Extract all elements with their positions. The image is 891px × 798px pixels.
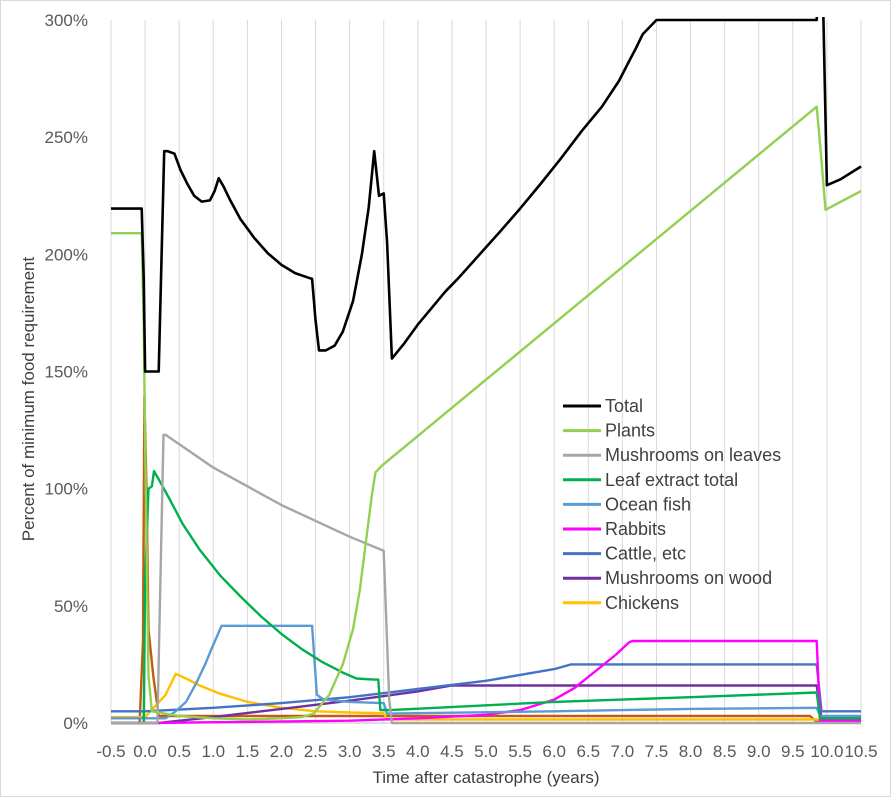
x-tick-label: 3.5 — [372, 742, 396, 761]
series-line-ocean-fish — [111, 624, 861, 720]
grid-lines — [110, 20, 862, 723]
x-tick-label: 9.0 — [747, 742, 771, 761]
x-tick-label: 7.5 — [645, 742, 669, 761]
x-tick-label: 4.5 — [440, 742, 464, 761]
series-line-plants — [111, 105, 862, 721]
x-tick-label: 9.5 — [781, 742, 805, 761]
y-tick-label: 100% — [45, 480, 88, 499]
x-tick-label: 5.0 — [474, 742, 498, 761]
x-tick-label: 2.0 — [270, 742, 294, 761]
x-tick-label: 8.0 — [679, 742, 703, 761]
x-tick-label: 0.0 — [133, 742, 157, 761]
legend: Total Plants Mushrooms on leaves Leaf extra… — [563, 396, 781, 613]
x-tick-label: -0.5 — [96, 742, 125, 761]
y-tick-label: 300% — [45, 11, 88, 30]
x-tick-label: 6.5 — [576, 742, 600, 761]
legend-label: Plants — [605, 421, 655, 441]
x-tick-label: 10.5 — [844, 742, 877, 761]
x-tick-label: 2.5 — [304, 742, 328, 761]
x-tick-label: 7.0 — [611, 742, 635, 761]
x-tick-label: 3.0 — [338, 742, 362, 761]
x-tick-label: 5.5 — [508, 742, 532, 761]
series-line-unnamed — [111, 394, 861, 725]
y-tick-label: 50% — [54, 597, 88, 616]
y-tick-label: 200% — [45, 245, 88, 264]
legend-label: Cattle, etc — [605, 544, 686, 564]
legend-label: Rabbits — [605, 519, 666, 539]
series-line-rabbits — [111, 639, 861, 725]
x-tick-label: 1.0 — [201, 742, 225, 761]
series-lines — [111, 17, 862, 725]
series-line-chickens — [111, 672, 861, 721]
x-tick-label: 8.5 — [713, 742, 737, 761]
x-axis-title: Time after catastrophe (years) — [372, 768, 599, 787]
legend-label: Mushrooms on wood — [605, 568, 772, 588]
legend-label: Leaf extract total — [605, 470, 738, 490]
legend-label: Chickens — [605, 593, 679, 613]
x-tick-label: 4.0 — [406, 742, 430, 761]
y-tick-label: 250% — [45, 128, 88, 147]
y-tick-label: 150% — [45, 363, 88, 382]
y-tick-label: 0% — [63, 714, 88, 733]
x-tick-labels: -0.5 0.0 0.5 1.0 1.5 2.0 2.5 3.0 3.5 4.0 4.5 5.0 5.5… — [96, 742, 877, 761]
x-tick-label: 6.0 — [542, 742, 566, 761]
legend-label: Mushrooms on leaves — [605, 445, 781, 465]
series-line-mushrooms-on-leaves — [111, 433, 861, 725]
x-tick-label: 10.0 — [810, 742, 843, 761]
series-line-leaf-extract-total — [111, 469, 861, 725]
legend-label: Ocean fish — [605, 494, 691, 514]
x-tick-label: 0.5 — [167, 742, 191, 761]
series-line-total — [111, 17, 862, 373]
y-tick-labels: 0% 50% 100% 150% 200% 250% 300% — [45, 11, 88, 733]
legend-label: Total — [605, 396, 643, 416]
x-tick-label: 1.5 — [236, 742, 260, 761]
y-axis-title: Percent of minimum food requirement — [19, 257, 38, 542]
